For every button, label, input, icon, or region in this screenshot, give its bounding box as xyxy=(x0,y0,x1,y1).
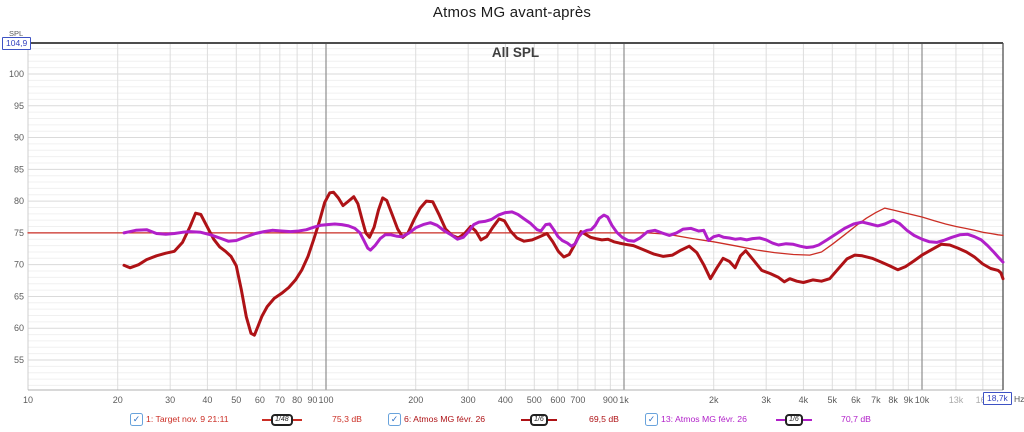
smoothing-widget-atmos-before[interactable]: 1/6 xyxy=(521,414,557,426)
svg-text:90: 90 xyxy=(307,395,317,405)
legend-label-target[interactable]: 1: Target nov. 9 21:11 xyxy=(146,414,229,424)
svg-text:60: 60 xyxy=(14,323,24,333)
svg-text:65: 65 xyxy=(14,291,24,301)
svg-text:40: 40 xyxy=(202,395,212,405)
svg-text:55: 55 xyxy=(14,355,24,365)
legend-label-atmos-after[interactable]: 13: Atmos MG févr. 26 xyxy=(661,414,747,424)
svg-text:10: 10 xyxy=(23,395,33,405)
checkmark-icon: ✓ xyxy=(647,414,656,424)
svg-text:200: 200 xyxy=(408,395,423,405)
smoothing-widget-atmos-after[interactable]: 1/6 xyxy=(776,414,812,426)
svg-text:1k: 1k xyxy=(619,395,629,405)
svg-text:300: 300 xyxy=(461,395,476,405)
legend-checkbox-target[interactable]: ✓ xyxy=(130,413,143,426)
legend-row: ✓ 1: Target nov. 9 21:11 1/48 75,3 dB ✓ … xyxy=(0,412,1024,430)
chart-title: All SPL xyxy=(491,45,540,60)
legend-value-atmos-before: 69,5 dB xyxy=(589,414,619,424)
legend-label-atmos-before[interactable]: 6: Atmos MG févr. 26 xyxy=(404,414,486,424)
smoothing-fraction: 1/6 xyxy=(785,414,803,426)
smoothing-fraction: 1/48 xyxy=(271,414,293,426)
checkmark-icon: ✓ xyxy=(132,414,141,424)
x-axis-unit-label: Hz xyxy=(1014,394,1024,404)
spl-chart-plot-area[interactable]: 10 20 30 40 50 60 70 80 90 100 200 300 400 500 600 700 9… xyxy=(0,0,1024,410)
y-axis-max-readout[interactable]: 104,9 xyxy=(2,37,32,50)
svg-text:5k: 5k xyxy=(828,395,838,405)
svg-text:400: 400 xyxy=(498,395,513,405)
svg-text:75: 75 xyxy=(14,228,24,238)
checkmark-icon: ✓ xyxy=(390,414,399,424)
svg-text:90: 90 xyxy=(14,133,24,143)
svg-text:80: 80 xyxy=(292,395,302,405)
legend-checkbox-atmos-before[interactable]: ✓ xyxy=(388,413,401,426)
svg-text:10k: 10k xyxy=(915,395,930,405)
svg-text:3k: 3k xyxy=(761,395,771,405)
svg-text:85: 85 xyxy=(14,164,24,174)
svg-text:2k: 2k xyxy=(709,395,719,405)
svg-text:4k: 4k xyxy=(799,395,809,405)
svg-text:13k: 13k xyxy=(949,395,964,405)
svg-text:70: 70 xyxy=(14,260,24,270)
trace-line-sample xyxy=(521,419,530,421)
legend-value-atmos-after: 70,7 dB xyxy=(841,414,871,424)
trace-line-sample xyxy=(547,419,557,421)
svg-text:20: 20 xyxy=(113,395,123,405)
svg-text:700: 700 xyxy=(570,395,585,405)
legend-checkbox-atmos-after[interactable]: ✓ xyxy=(645,413,658,426)
svg-text:7k: 7k xyxy=(871,395,881,405)
svg-text:50: 50 xyxy=(231,395,241,405)
svg-text:100: 100 xyxy=(9,69,24,79)
trace-line-sample xyxy=(776,419,785,421)
page-title: Atmos MG avant-après xyxy=(432,4,592,21)
svg-text:100: 100 xyxy=(318,395,333,405)
trace-line-sample xyxy=(262,419,271,421)
smoothing-fraction: 1/6 xyxy=(530,414,548,426)
svg-text:8k: 8k xyxy=(888,395,898,405)
svg-text:600: 600 xyxy=(550,395,565,405)
x-axis-max-readout[interactable]: 18,7k xyxy=(983,392,1012,405)
svg-text:9k: 9k xyxy=(904,395,914,405)
svg-text:80: 80 xyxy=(14,196,24,206)
legend-value-target: 75,3 dB xyxy=(332,414,362,424)
svg-text:900: 900 xyxy=(603,395,618,405)
svg-text:30: 30 xyxy=(165,395,175,405)
svg-text:70: 70 xyxy=(275,395,285,405)
y-axis-label: SPL xyxy=(9,29,24,38)
svg-text:500: 500 xyxy=(527,395,542,405)
svg-text:6k: 6k xyxy=(851,395,861,405)
svg-text:60: 60 xyxy=(255,395,265,405)
trace-line-sample xyxy=(802,419,812,421)
svg-text:95: 95 xyxy=(14,101,24,111)
trace-line-sample xyxy=(292,419,302,421)
smoothing-widget-target[interactable]: 1/48 xyxy=(262,414,302,426)
